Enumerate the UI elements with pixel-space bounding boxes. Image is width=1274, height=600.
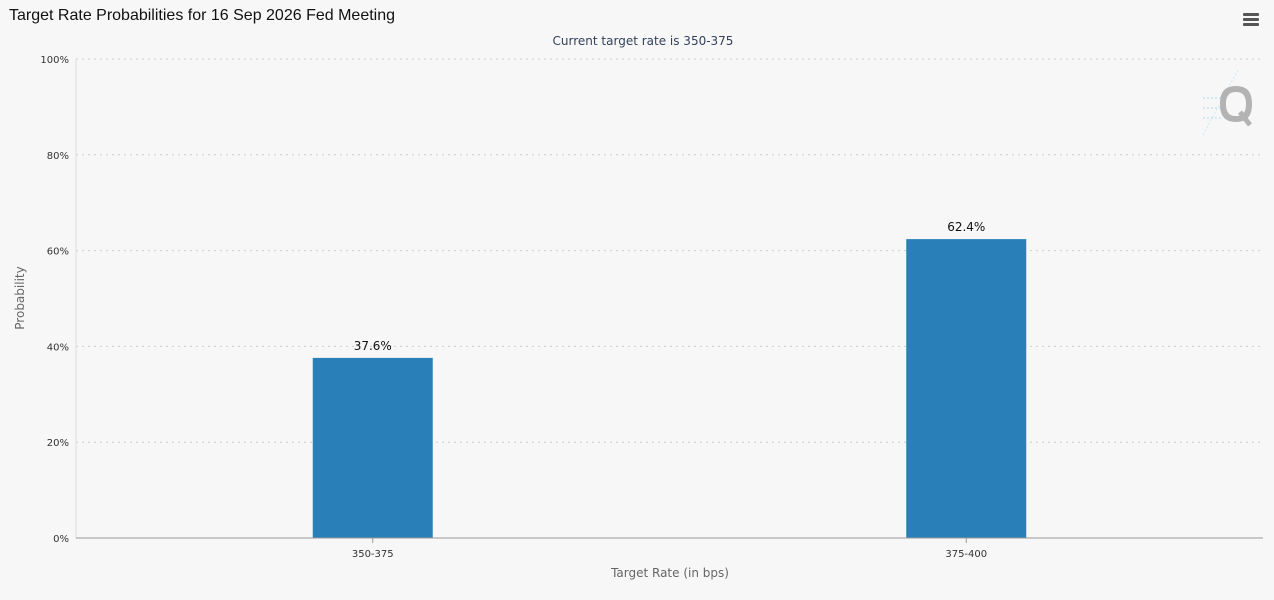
gridlines xyxy=(75,58,1263,538)
y-tick-label: 0% xyxy=(53,534,69,545)
y-tick-label: 20% xyxy=(47,438,69,449)
hamburger-menu-icon[interactable] xyxy=(1238,8,1262,30)
x-axis-ticks: 350-375 375-400 xyxy=(352,538,987,560)
x-tick-label: 350-375 xyxy=(352,549,394,560)
chart-subtitle: Current target rate is 350-375 xyxy=(553,34,734,48)
data-label: 37.6% xyxy=(354,339,392,353)
watermark-logo xyxy=(1202,69,1252,136)
y-tick-label: 80% xyxy=(47,151,69,162)
y-axis-ticks: 0% 20% 40% 60% 80% 100% xyxy=(40,55,69,545)
y-axis-title: Probability xyxy=(13,266,27,329)
bar-350-375[interactable] xyxy=(312,357,433,538)
x-axis-title: Target Rate (in bps) xyxy=(610,566,729,580)
x-tick-label: 375-400 xyxy=(945,549,987,560)
y-tick-label: 60% xyxy=(47,247,69,258)
y-tick-label: 40% xyxy=(47,342,69,353)
bars: 37.6% 62.4% xyxy=(312,220,1027,538)
page-title: Target Rate Probabilities for 16 Sep 202… xyxy=(9,7,396,24)
q-logo-icon xyxy=(1202,69,1252,136)
y-tick-label: 100% xyxy=(40,55,69,66)
data-label: 62.4% xyxy=(947,220,985,234)
bar-375-400[interactable] xyxy=(906,239,1027,538)
